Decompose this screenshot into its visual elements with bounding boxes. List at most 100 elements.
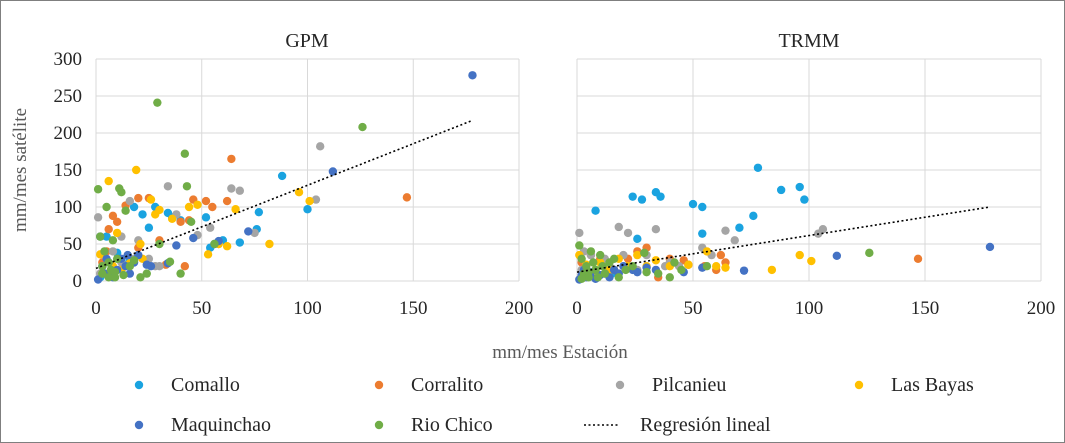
point-corralito-gpm-15 — [227, 154, 236, 164]
point-rio-chico-gpm-21 — [180, 149, 190, 158]
point-las-bayas-gpm-17 — [265, 239, 274, 249]
point-rio-chico-gpm-1 — [96, 232, 105, 241]
point-comallo-gpm-14 — [235, 238, 245, 247]
point-rio-chico-gpm-5 — [104, 258, 113, 267]
point-comallo-trmm-11 — [776, 185, 786, 195]
point-rio-chico-gpm-26 — [98, 269, 107, 278]
point-las-bayas-trmm-11 — [684, 260, 693, 269]
point-rio-chico-trmm-18 — [642, 267, 651, 277]
x-tick-label-trmm-200: 200 — [1027, 298, 1056, 319]
point-pilcanieu-trmm-6 — [623, 228, 633, 238]
panel-title-trmm: TRMM — [778, 30, 839, 52]
point-rio-chico-trmm-11 — [600, 269, 610, 278]
point-pilcanieu-gpm-2 — [108, 247, 118, 256]
point-comallo-gpm-11 — [201, 213, 211, 222]
point-pilcanieu-gpm-18 — [315, 142, 325, 151]
point-comallo-gpm-4 — [129, 202, 139, 212]
x-axis-label: mm/mes Estación — [492, 342, 628, 363]
point-las-bayas-trmm-13 — [712, 262, 721, 271]
point-maquinchao-gpm-19 — [328, 167, 338, 176]
point-comallo-gpm-1 — [102, 232, 111, 241]
point-las-bayas-gpm-12 — [193, 200, 202, 209]
point-maquinchao-gpm-8 — [125, 269, 135, 278]
point-rio-chico-trmm-6 — [589, 258, 598, 267]
point-comallo-trmm-10 — [753, 163, 763, 172]
y-tick-label-0: 0 — [73, 271, 83, 292]
y-axis-label: mm/mes satélite — [10, 108, 31, 232]
point-pilcanieu-gpm-12 — [206, 223, 215, 232]
x-tick-label-gpm-200: 200 — [505, 298, 534, 319]
point-comallo-trmm-9 — [749, 211, 758, 221]
point-corralito-trmm-15 — [913, 254, 923, 263]
x-tick-label-gpm-50: 50 — [192, 298, 211, 319]
point-las-bayas-gpm-16 — [231, 205, 240, 214]
point-corralito-gpm-10 — [180, 262, 190, 271]
y-tick-label-50: 50 — [63, 234, 82, 255]
series-comallo-trmm — [579, 163, 809, 278]
point-rio-chico-gpm-25 — [358, 122, 367, 132]
point-las-bayas-trmm-9 — [651, 256, 661, 265]
point-maquinchao-gpm-18 — [244, 227, 253, 236]
point-las-bayas-gpm-2 — [112, 228, 122, 238]
y-tick-label-300: 300 — [54, 49, 83, 70]
point-pilcanieu-gpm-17 — [311, 195, 321, 204]
point-comallo-gpm-5 — [138, 210, 147, 219]
point-rio-chico-trmm-14 — [614, 273, 623, 282]
legend-item-pilcanieu: Pilcanieu — [615, 374, 726, 396]
point-comallo-gpm-16 — [254, 207, 264, 217]
point-rio-chico-gpm-28 — [110, 267, 120, 277]
point-las-bayas-trmm-16 — [795, 250, 804, 260]
series-rio-chico-trmm — [575, 241, 874, 283]
point-maquinchao-gpm-20 — [468, 71, 477, 80]
point-maquinchao-trmm-18 — [832, 251, 842, 261]
point-pilcanieu-trmm-9 — [651, 225, 661, 234]
series-rio-chico-gpm — [93, 98, 367, 282]
point-maquinchao-trmm-12 — [633, 267, 642, 277]
point-rio-chico-trmm-19 — [654, 269, 663, 278]
x-tick-label-trmm-50: 50 — [684, 298, 703, 319]
point-maquinchao-gpm-14 — [172, 241, 181, 250]
point-pilcanieu-gpm-4 — [125, 196, 135, 206]
point-rio-chico-trmm-22 — [677, 265, 686, 275]
point-rio-chico-trmm-21 — [670, 258, 679, 267]
point-corralito-gpm-9 — [176, 217, 185, 226]
point-rio-chico-gpm-22 — [182, 182, 192, 191]
point-las-bayas-trmm-15 — [767, 265, 777, 275]
legend-marker-las-bayas — [854, 380, 864, 390]
legend-label-regresion-lineal: Regresión lineal — [640, 414, 771, 436]
point-comallo-trmm-7 — [698, 229, 707, 238]
point-comallo-trmm-2 — [637, 195, 647, 204]
point-pilcanieu-gpm-16 — [250, 228, 259, 238]
point-las-bayas-gpm-5 — [136, 239, 145, 249]
point-comallo-gpm-18 — [303, 205, 312, 214]
point-rio-chico-trmm-5 — [586, 247, 596, 256]
legend-label-corralito: Corralito — [411, 374, 483, 396]
point-pilcanieu-trmm-0 — [575, 228, 584, 238]
point-las-bayas-gpm-15 — [222, 242, 232, 251]
point-las-bayas-trmm-7 — [633, 250, 642, 260]
legend-item-corralito: Corralito — [374, 374, 483, 396]
point-corralito-gpm-2 — [108, 211, 118, 221]
x-tick-label-gpm-100: 100 — [293, 298, 322, 319]
point-rio-chico-gpm-23 — [186, 217, 196, 226]
point-rio-chico-trmm-17 — [640, 248, 649, 258]
point-pilcanieu-gpm-8 — [155, 262, 164, 271]
y-tick-label-100: 100 — [54, 197, 83, 218]
point-rio-chico-gpm-16 — [142, 269, 151, 278]
point-maquinchao-trmm-17 — [739, 266, 749, 275]
point-rio-chico-trmm-1 — [577, 254, 586, 263]
point-las-bayas-gpm-1 — [104, 176, 113, 186]
point-pilcanieu-gpm-15 — [235, 186, 245, 195]
point-corralito-gpm-13 — [208, 202, 217, 212]
point-corralito-gpm-17 — [402, 193, 412, 202]
point-rio-chico-gpm-20 — [176, 269, 185, 278]
legend-label-maquinchao: Maquinchao — [171, 414, 271, 436]
point-las-bayas-gpm-11 — [184, 202, 194, 212]
point-comallo-trmm-5 — [688, 199, 698, 209]
legend-marker-maquinchao — [134, 420, 144, 430]
point-comallo-trmm-13 — [800, 195, 809, 204]
point-pilcanieu-trmm-4 — [614, 222, 623, 232]
x-tick-label-trmm-100: 100 — [795, 298, 824, 319]
point-rio-chico-gpm-7 — [108, 236, 118, 245]
